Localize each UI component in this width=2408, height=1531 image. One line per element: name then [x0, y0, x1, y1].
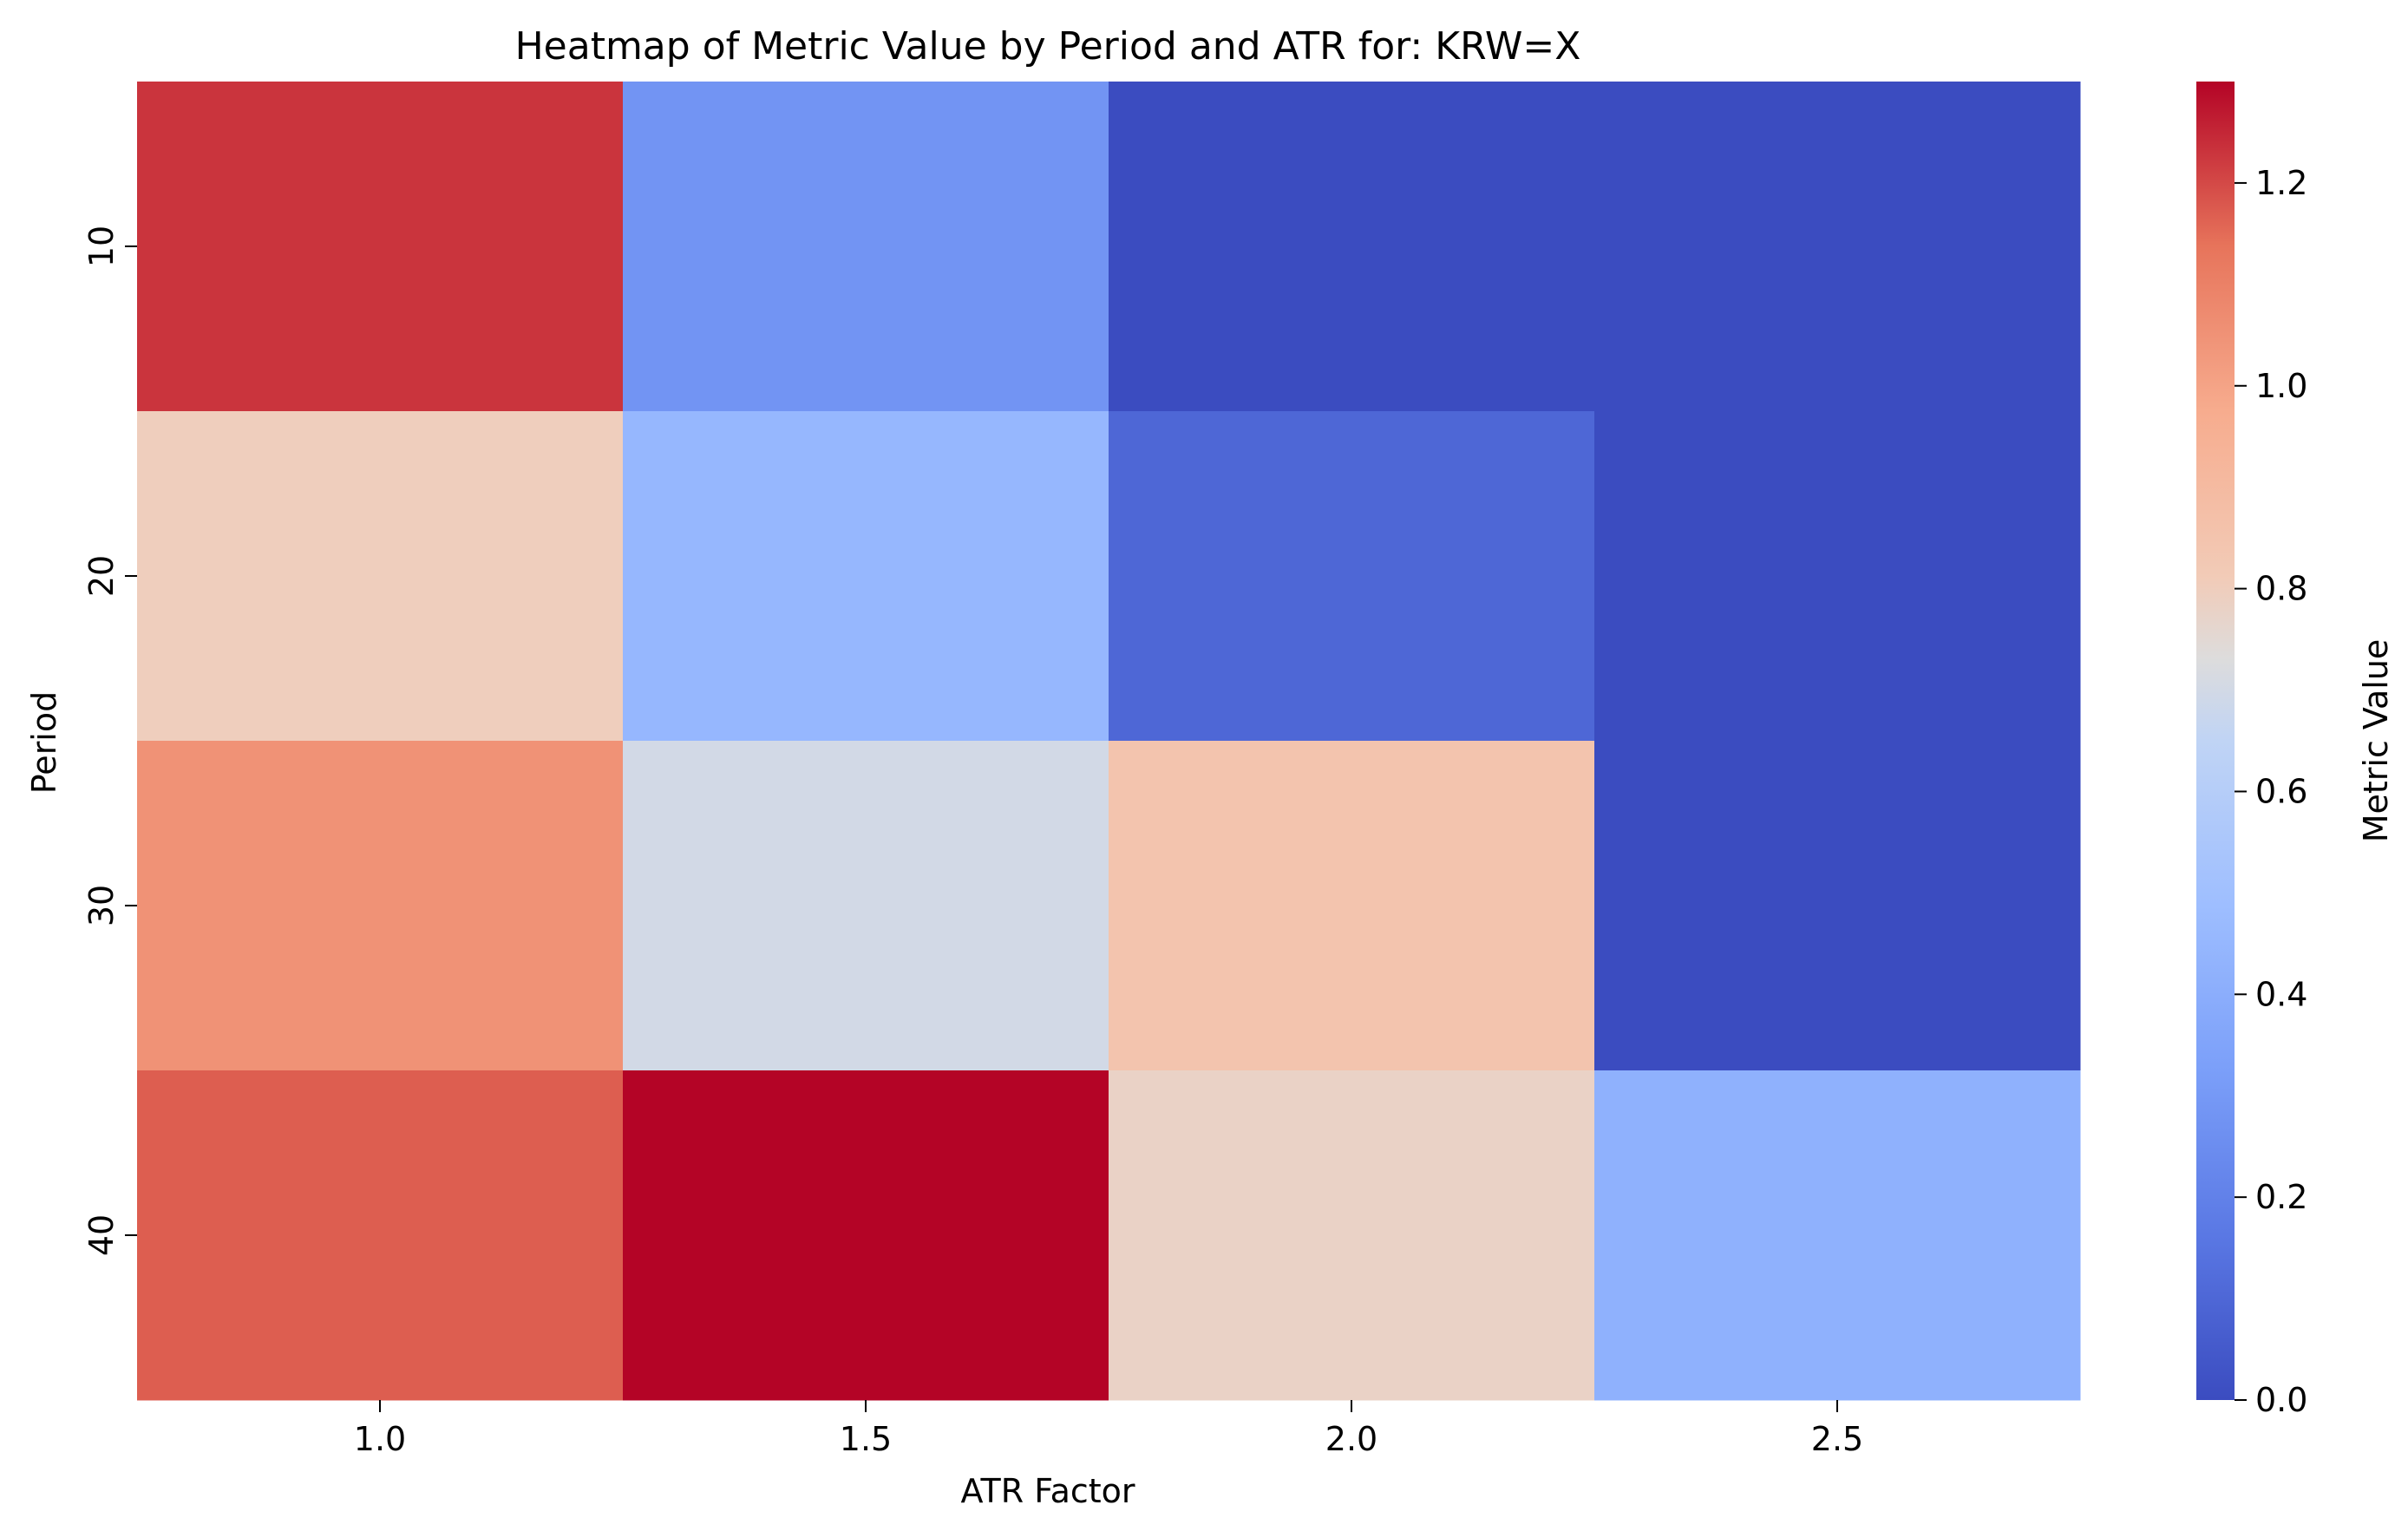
heatmap-cell-p30-atr1.5 — [623, 741, 1109, 1071]
heatmap-cell-p40-atr2.0 — [1109, 1070, 1595, 1401]
heatmap-cell-p10-atr1.5 — [623, 82, 1109, 412]
heatmap-cell-p30-atr1.0 — [137, 741, 624, 1071]
chart-title: Heatmap of Metric Value by Period and AT… — [515, 24, 1581, 69]
y-tick-label: 20 — [82, 555, 121, 597]
x-tick-label: 1.0 — [354, 1420, 406, 1458]
y-tick-label: 10 — [82, 226, 121, 267]
heatmap-cell-p40-atr2.5 — [1594, 1070, 2081, 1401]
colorbar-tick-label: 1.2 — [2255, 164, 2307, 202]
heatmap-cell-p30-atr2.5 — [1594, 741, 2081, 1071]
heatmap-cell-p10-atr1.0 — [137, 82, 624, 412]
heatmap-cell-p10-atr2.5 — [1594, 82, 2081, 412]
heatmap-cell-p20-atr1.5 — [623, 411, 1109, 742]
x-tick-label: 1.5 — [840, 1420, 892, 1458]
colorbar-label: Metric Value — [2357, 639, 2395, 843]
heatmap-cell-p30-atr2.0 — [1109, 741, 1595, 1071]
x-axis-ticks: 1.0 1.5 2.0 2.5 — [354, 1400, 1863, 1458]
colorbar-tick-label: 0.2 — [2255, 1178, 2307, 1216]
heatmap-cell-p20-atr1.0 — [137, 411, 624, 742]
heatmap-cell-p20-atr2.0 — [1109, 411, 1595, 742]
colorbar-tick-label: 1.0 — [2255, 367, 2307, 405]
colorbar-tick-label: 0.6 — [2255, 772, 2307, 810]
heatmap-cell-p20-atr2.5 — [1594, 411, 2081, 742]
colorbar-ticks: 0.0 0.2 0.4 0.6 0.8 1.0 1.2 — [2235, 164, 2307, 1419]
heatmap-cells — [137, 82, 2081, 1401]
heatmap-cell-p40-atr1.5 — [623, 1070, 1109, 1401]
x-tick-label: 2.5 — [1811, 1420, 1863, 1458]
heatmap-cell-p10-atr2.0 — [1109, 82, 1595, 412]
y-tick-label: 30 — [82, 885, 121, 926]
x-axis-label: ATR Factor — [960, 1472, 1135, 1510]
colorbar-tick-label: 0.8 — [2255, 570, 2307, 608]
x-tick-label: 2.0 — [1325, 1420, 1377, 1458]
y-axis-ticks: 10 20 30 40 — [82, 226, 137, 1256]
y-axis-label: Period — [25, 691, 63, 795]
y-tick-label: 40 — [82, 1214, 121, 1256]
heatmap-cell-p40-atr1.0 — [137, 1070, 624, 1401]
colorbar-tick-label: 0.4 — [2255, 975, 2307, 1013]
colorbar-tick-label: 0.0 — [2255, 1381, 2307, 1419]
colorbar — [2196, 82, 2235, 1400]
